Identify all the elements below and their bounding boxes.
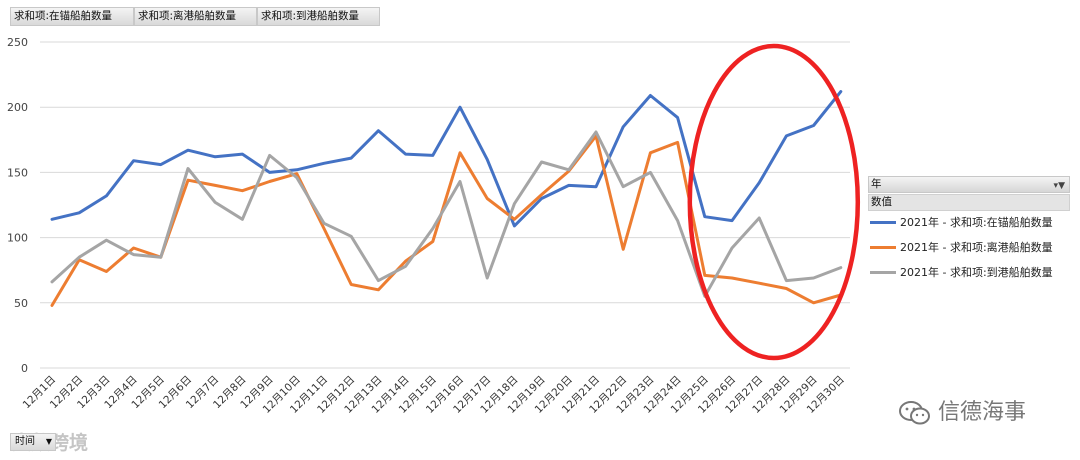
legend-label-departed: 2021年 - 求和项:离港船舶数量 xyxy=(900,241,1053,254)
legend-label-arrived: 2021年 - 求和项:到港船舶数量 xyxy=(900,266,1053,279)
y-axis-ticks: 0 50 100 150 200 250 xyxy=(7,36,28,375)
wechat-icon xyxy=(898,400,932,426)
y-tick-label: 0 xyxy=(21,362,28,375)
series-line-2 xyxy=(50,130,843,298)
legend-label-anchored: 2021年 - 求和项:在锚船舶数量 xyxy=(900,216,1053,229)
series-line-0 xyxy=(50,90,843,228)
legend-values-header: 数值 xyxy=(868,194,1070,211)
axis-field-label: 时间 xyxy=(15,436,35,447)
y-tick-label: 50 xyxy=(14,297,28,310)
y-tick-label: 250 xyxy=(7,36,28,49)
legend-values-label: 数值 xyxy=(871,196,892,208)
y-tick-label: 100 xyxy=(7,232,28,245)
y-tick-label: 200 xyxy=(7,101,28,114)
legend-swatch-arrived xyxy=(870,271,896,274)
pivot-field-arrived[interactable]: 求和项:到港船舶数量 xyxy=(257,7,380,26)
pivot-field-anchored[interactable]: 求和项:在锚船舶数量 xyxy=(10,7,134,26)
series-lines xyxy=(50,90,843,307)
annotation-layer xyxy=(687,43,861,361)
legend-swatch-departed xyxy=(870,246,896,249)
x-axis-ticks: 12月1日12月2日12月3日12月4日12月5日12月6日12月7日12月8日… xyxy=(21,374,847,416)
y-tick-label: 150 xyxy=(7,166,28,179)
legend-field-label: 年 xyxy=(871,178,882,190)
pivot-field-departed[interactable]: 求和项:离港船舶数量 xyxy=(134,7,257,26)
gridlines xyxy=(40,41,850,369)
watermark-logo-text: 信德海事 xyxy=(938,400,1027,425)
filter-dropdown-icon[interactable]: ▾▼ xyxy=(1053,181,1065,191)
watermark-logo: 信德海事 xyxy=(898,394,1026,426)
axis-field-time[interactable]: 时间 ▼ xyxy=(10,433,56,451)
annotation-ellipse xyxy=(687,43,861,361)
dropdown-arrow-icon[interactable]: ▼ xyxy=(45,437,52,446)
legend-field-year[interactable]: 年 ▾▼ xyxy=(868,176,1070,193)
legend-swatch-anchored xyxy=(870,221,896,224)
series-line-1 xyxy=(50,134,843,307)
